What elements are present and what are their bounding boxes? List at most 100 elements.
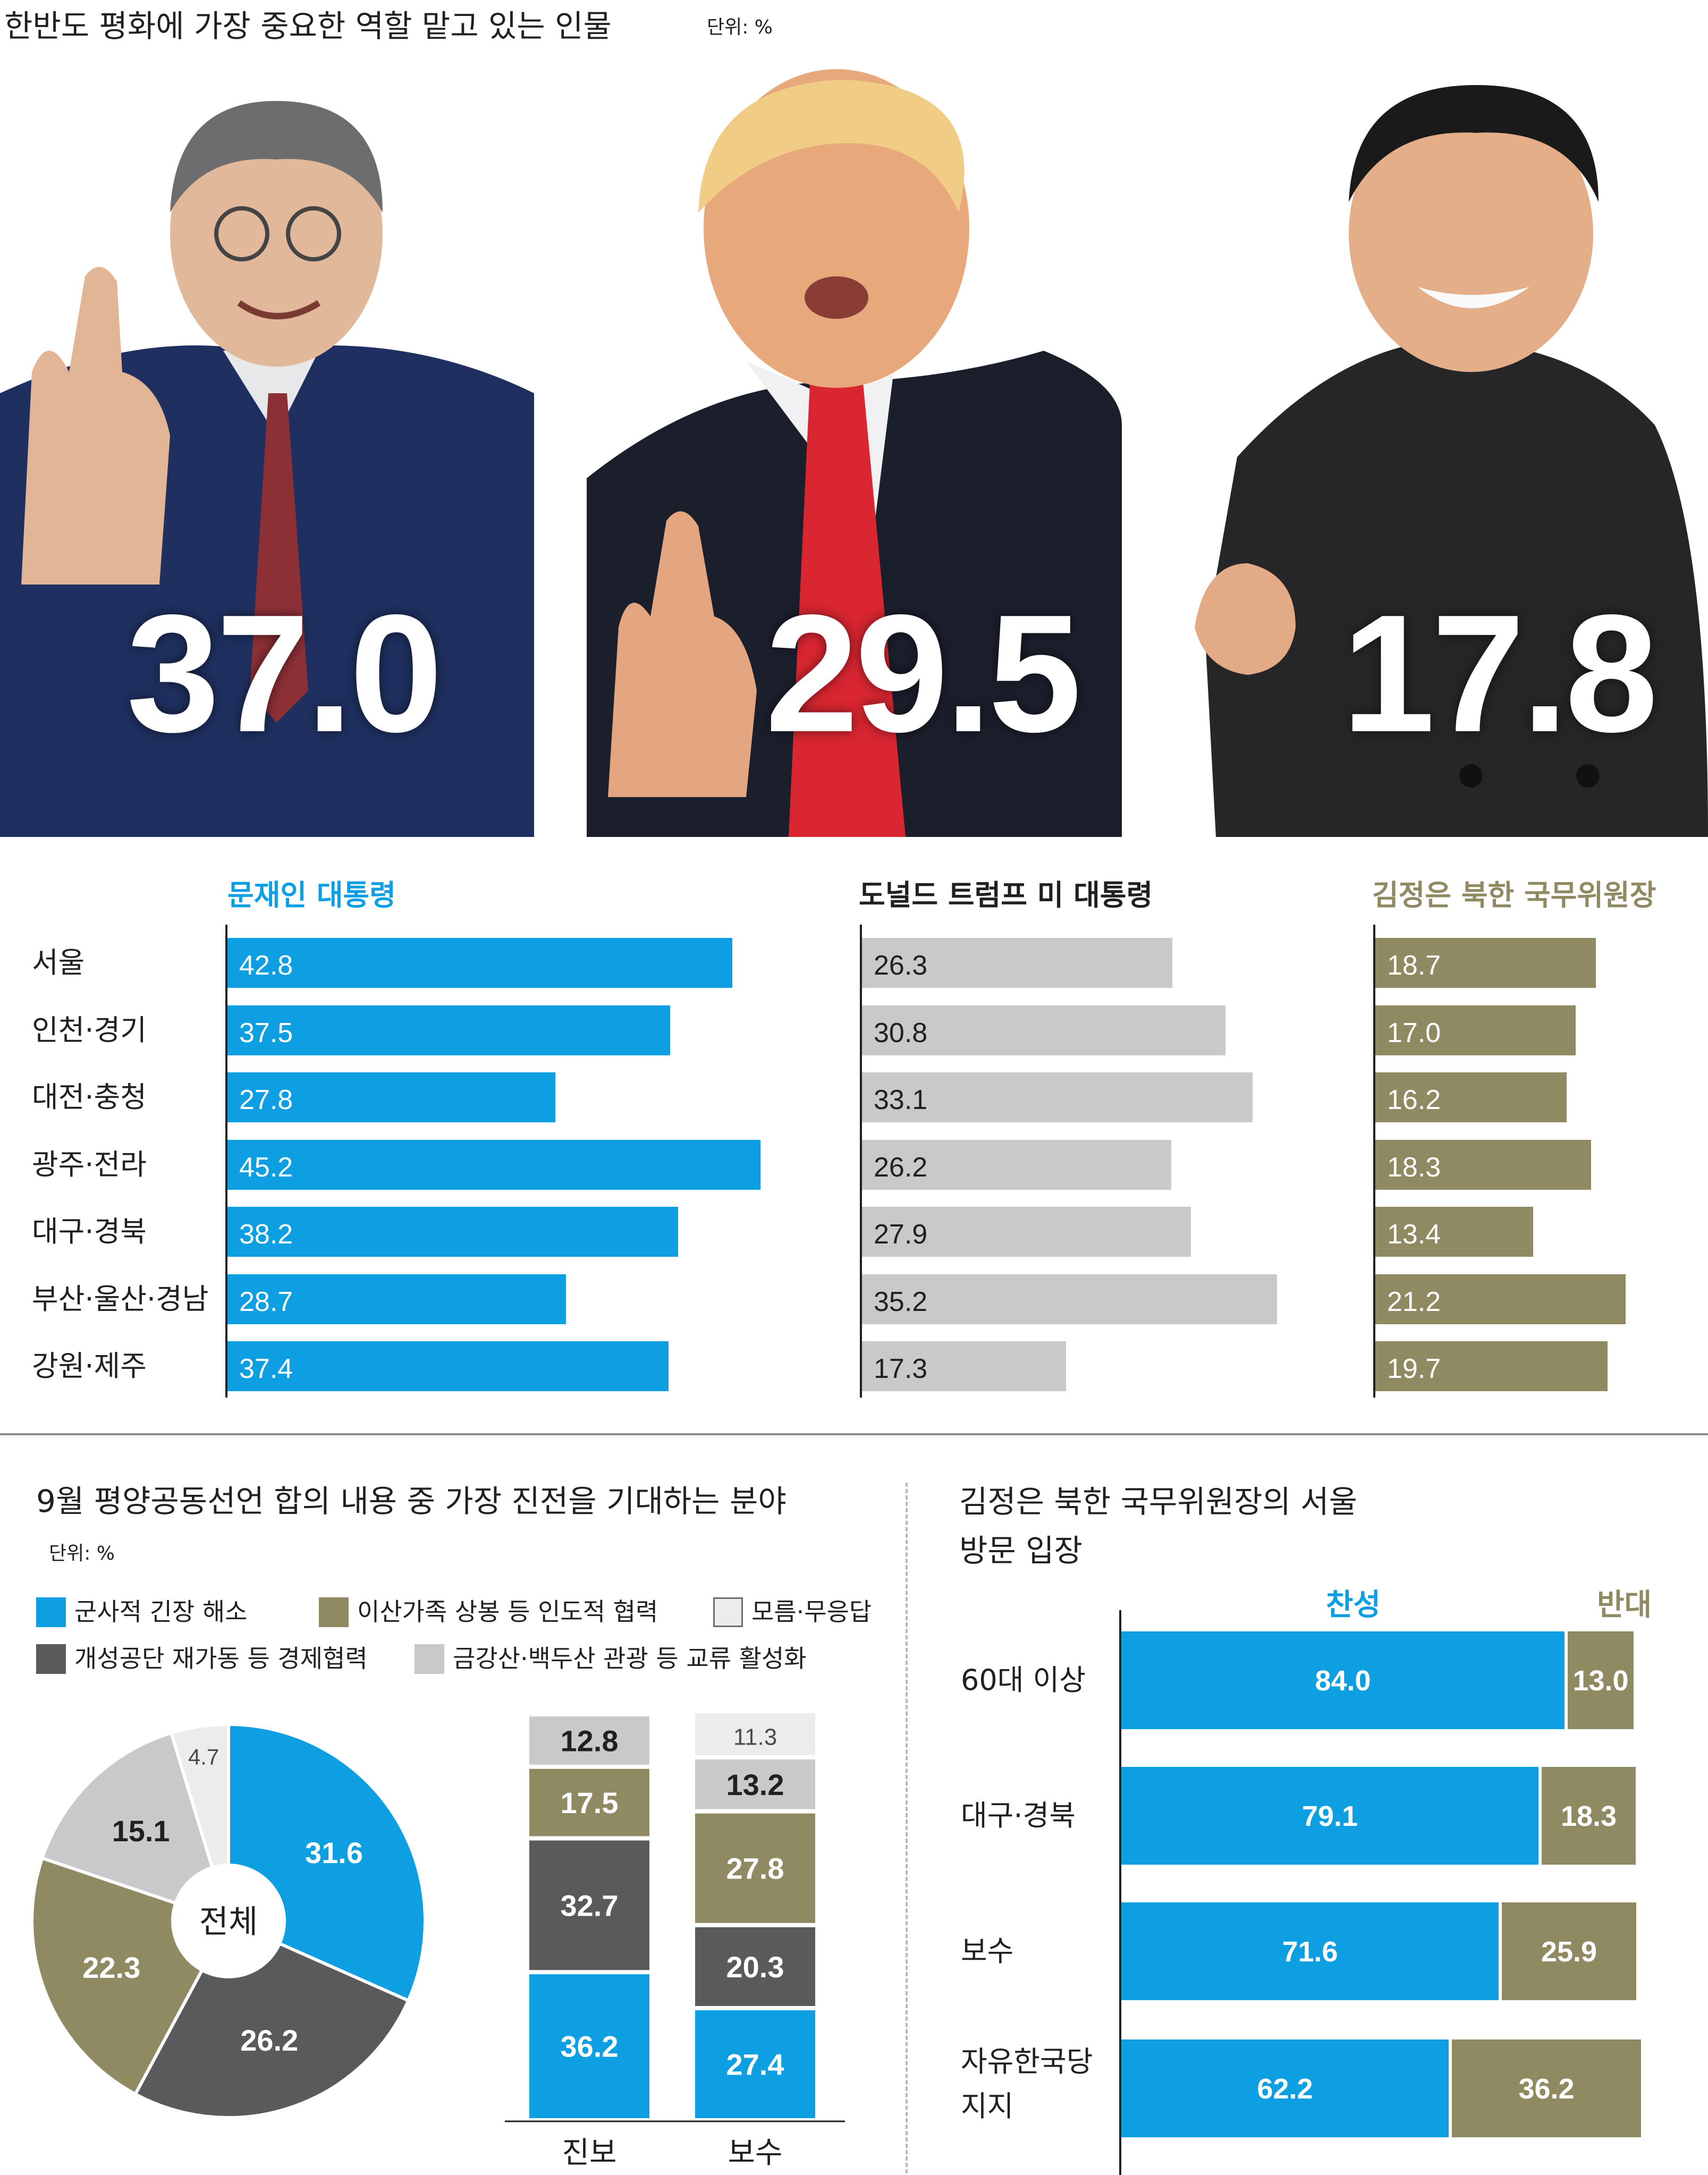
main-unit: 단위: %: [707, 16, 773, 38]
region-bar-value: 19.7: [1387, 1353, 1441, 1384]
column-header-moon: 문재인 대통령: [227, 878, 396, 912]
stacked-segment-label: 27.4: [726, 2048, 784, 2081]
stacked-segment: [529, 1840, 649, 1970]
pie-center-hole: [171, 1864, 286, 1978]
stacked-segment-label: 13.2: [726, 1768, 784, 1801]
stacked-segment-label: 36.2: [561, 2030, 619, 2063]
region-bar: 38.2: [227, 1207, 678, 1257]
region-bar: 45.2: [227, 1139, 760, 1190]
region-bar: 27.8: [227, 1072, 555, 1122]
pie-slice-label: 26.2: [240, 2024, 298, 2057]
axis-line-moon: [225, 925, 227, 1398]
region-bar: 26.3: [862, 938, 1172, 988]
pie-slice-label: 22.3: [82, 1951, 140, 1984]
region-bar-value: 13.4: [1387, 1219, 1441, 1250]
stacked-category-label: 진보: [562, 2136, 616, 2170]
legend-swatch-economic: [36, 1644, 66, 1674]
region-bar-value: 45.2: [239, 1152, 293, 1183]
visit-bar-segment: 13.0: [1568, 1631, 1634, 1729]
pie-unit: 단위: %: [49, 1543, 115, 1564]
stacked-column-chart: 36.2 32.7 17.5 12.8 진보 27.4 20.3 27.8 13.2 11.3 보수: [505, 1713, 845, 2170]
region-bar-value: 17.3: [874, 1353, 928, 1384]
region-bar: 16.2: [1375, 1072, 1567, 1122]
stacked-segment: [695, 1813, 815, 1923]
stacked-segment-label: 27.8: [726, 1852, 784, 1885]
region-bar: 42.8: [227, 938, 732, 988]
region-bar-value: 28.7: [239, 1286, 293, 1317]
stacked-segment-label: 12.8: [561, 1724, 619, 1757]
pie-slice-label: 15.1: [112, 1814, 170, 1848]
pie-slice-label: 31.6: [305, 1836, 363, 1869]
region-bar-value: 30.8: [874, 1017, 928, 1048]
stacked-segment-label: 32.7: [561, 1889, 619, 1922]
region-label: 부산·울산·경남: [32, 1282, 209, 1316]
legend-swatch-humanitarian: [319, 1597, 349, 1627]
stacked-segment: [695, 2010, 815, 2118]
region-bar: 35.2: [862, 1274, 1277, 1324]
total-value-moon: 37.0: [126, 580, 443, 767]
region-bar-value: 26.3: [874, 950, 928, 981]
visit-bar-segment: 79.1: [1121, 1767, 1538, 1865]
stacked-segment: [695, 1759, 815, 1809]
region-label: 대구·경북: [32, 1215, 147, 1248]
visit-category-label: 보수: [961, 1934, 1014, 1968]
pie-chart: 31.6 26.2 22.3 15.1 4.7 전체: [30, 1722, 427, 2119]
visit-axis-line: [1119, 1610, 1121, 2175]
region-bar-value: 37.5: [239, 1017, 293, 1048]
region-label: 인천·경기: [32, 1013, 147, 1047]
visit-bar-value: 84.0: [1315, 1665, 1371, 1697]
visit-bar-value: 18.3: [1560, 1800, 1617, 1832]
main-title: 한반도 평화에 가장 중요한 역할 맡고 있는 인물: [4, 8, 612, 44]
axis-line-trump: [860, 925, 862, 1398]
column-header-kim: 김정은 북한 국무위원장: [1372, 878, 1656, 912]
region-bar: 13.4: [1375, 1207, 1533, 1257]
stacked-segment: [529, 1974, 649, 2118]
visit-bar-value: 62.2: [1257, 2073, 1313, 2105]
region-bar-value: 21.2: [1387, 1286, 1441, 1317]
visit-title: 김정은 북한 국무위원장의 서울 방문 입장: [959, 1484, 1357, 1569]
region-bar: 26.2: [862, 1139, 1171, 1190]
region-bar-value: 42.8: [239, 950, 293, 981]
axis-line-kim: [1373, 925, 1375, 1398]
total-value-kim: 17.8: [1342, 580, 1658, 767]
region-bar-value: 26.2: [874, 1152, 928, 1183]
visit-category-label: 60대 이상: [961, 1663, 1086, 1697]
visit-series-header: 찬성: [1326, 1588, 1381, 1622]
visit-bar-value: 36.2: [1518, 2073, 1575, 2105]
legend-label-military: 군사적 긴장 해소: [74, 1597, 248, 1626]
region-bar-value: 35.2: [874, 1286, 928, 1317]
region-bar: 37.4: [227, 1341, 669, 1391]
visit-bar-segment: 84.0: [1121, 1631, 1565, 1729]
stacked-segment-label: 20.3: [726, 1950, 784, 1984]
visit-bar-segment: 62.2: [1121, 2039, 1449, 2137]
visit-category-label: 대구·경북: [961, 1799, 1076, 1832]
region-bar-value: 27.9: [874, 1219, 928, 1250]
person-photo-trump: [587, 53, 1122, 837]
legend-label-humanitarian: 이산가족 상봉 등 인도적 협력: [357, 1597, 658, 1626]
region-bar: 18.7: [1375, 938, 1596, 988]
stacked-segment: [529, 1716, 649, 1765]
region-label: 서울: [32, 946, 85, 979]
region-bar-value: 38.2: [239, 1219, 293, 1250]
visit-bar-value: 79.1: [1301, 1800, 1358, 1832]
visit-bar-value: 71.6: [1282, 1936, 1338, 1968]
region-bar-value: 27.8: [239, 1085, 293, 1115]
region-bar: 18.3: [1375, 1139, 1591, 1190]
region-bar: 27.9: [862, 1207, 1191, 1257]
person-photo-moon: [0, 53, 534, 837]
region-bar: 37.5: [227, 1005, 670, 1055]
column-divider: [906, 1483, 908, 2173]
visit-series-header: 반대: [1597, 1588, 1652, 1622]
stacked-segment-label: 11.3: [733, 1724, 777, 1750]
region-label: 광주·전라: [32, 1147, 147, 1181]
pie-center-label: 전체: [199, 1903, 258, 1941]
legend-swatch-military: [36, 1597, 66, 1627]
visit-bar-value: 13.0: [1572, 1665, 1629, 1697]
region-label: 강원·제주: [32, 1349, 147, 1383]
region-bar: 21.2: [1375, 1274, 1626, 1324]
stacked-segment: [695, 1713, 815, 1756]
pie-slice: [40, 1731, 231, 1924]
stacked-segment-label: 17.5: [561, 1786, 619, 1819]
stacked-category-label: 보수: [728, 2136, 782, 2170]
region-bar: 19.7: [1375, 1341, 1608, 1391]
